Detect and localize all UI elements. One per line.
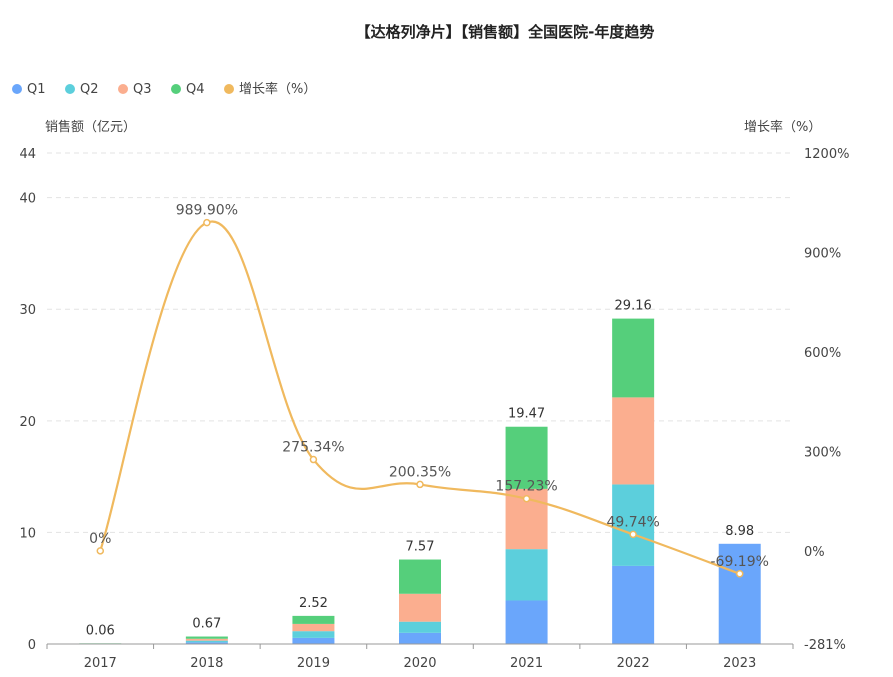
bar-segment-q1-2023 bbox=[718, 543, 761, 644]
bar-segment-q2-2018 bbox=[185, 640, 228, 643]
bar-segment-q3-2020 bbox=[399, 593, 441, 622]
bars bbox=[79, 318, 761, 645]
growth-point bbox=[416, 480, 424, 489]
growth-label: 275.34% bbox=[282, 440, 344, 456]
y-left-tick-label: 30 bbox=[19, 303, 36, 318]
y-right-tick-label: 1200% bbox=[804, 147, 849, 162]
bar-total-label: 29.16 bbox=[615, 299, 652, 314]
bar-total-label: 2.52 bbox=[299, 596, 328, 611]
y-right-tick-label: 600% bbox=[804, 346, 841, 361]
x-tick-label: 2019 bbox=[297, 656, 330, 671]
y-left-tick-label: 10 bbox=[19, 526, 36, 541]
legend-marker-q2 bbox=[65, 84, 75, 94]
legend-label-growth: 增长率（%） bbox=[239, 81, 316, 97]
y-left-tick-label: 0 bbox=[28, 638, 36, 653]
bar-total-label: 8.98 bbox=[725, 524, 754, 539]
chart-title: 【达格列净片】【销售额】全国医院-年度趋势 bbox=[356, 23, 655, 41]
bar-segment-q4-2020 bbox=[399, 559, 441, 594]
y-left-tick-label: 20 bbox=[19, 415, 36, 430]
y-right-tick-label: 900% bbox=[804, 246, 841, 261]
x-tick-label: 2021 bbox=[510, 656, 543, 671]
bar-segment-q3-2022 bbox=[612, 397, 655, 485]
bar-segment-q2-2021 bbox=[505, 549, 548, 601]
bar-segment-q1-2021 bbox=[505, 600, 548, 644]
legend-label-q3: Q3 bbox=[133, 82, 152, 97]
x-tick-label: 2018 bbox=[190, 656, 223, 671]
y-left-tick-label: 40 bbox=[19, 192, 36, 207]
bar-total-labels: 0.06 0.67 2.52 7.57 19.47 29.16 8.98 bbox=[86, 299, 754, 639]
y-left-axis-label: 销售额（亿元） bbox=[45, 119, 136, 135]
legend-item-growth[interactable]: 增长率（%） bbox=[224, 81, 316, 97]
growth-line: 0% 989.90% 275.34% 200.35% 157.23% 49.74% -69.… bbox=[89, 203, 769, 578]
y-right-tick-label: -281% bbox=[804, 638, 846, 653]
growth-label: 200.35% bbox=[389, 464, 451, 480]
growth-label: -69.19% bbox=[710, 554, 768, 570]
legend-marker-q3 bbox=[118, 84, 128, 94]
bar-total-label: 0.06 bbox=[86, 623, 115, 638]
legend-item-q1[interactable]: Q1 bbox=[12, 82, 46, 97]
legend-item-q2[interactable]: Q2 bbox=[65, 82, 99, 97]
bar-segment-q2-2019 bbox=[292, 631, 335, 638]
bar-segment-q3-2018 bbox=[185, 638, 228, 641]
tick-labels: 2017 2018 2019 2020 2021 2022 2023 0 10 20 30 40 44 -… bbox=[19, 147, 849, 671]
x-tick-label: 2023 bbox=[723, 656, 756, 671]
bar-segment-q1-2018 bbox=[185, 642, 228, 644]
bar-segment-q4-2019 bbox=[292, 615, 335, 624]
bar-segment-q1-2022 bbox=[612, 565, 655, 644]
bar-segment-q4-2018 bbox=[185, 636, 228, 639]
y-right-axis-label: 增长率（%） bbox=[744, 119, 821, 135]
bar-segment-q3-2019 bbox=[292, 623, 335, 632]
growth-point bbox=[629, 530, 637, 539]
legend-marker-q1 bbox=[12, 84, 22, 94]
bar-segment-q1-2020 bbox=[399, 632, 441, 644]
legend-item-q4[interactable]: Q4 bbox=[171, 82, 205, 97]
legend-item-q3[interactable]: Q3 bbox=[118, 82, 152, 97]
bar-total-label: 7.57 bbox=[406, 540, 435, 555]
growth-label: 0% bbox=[89, 531, 111, 547]
bar-segment-q1-2019 bbox=[292, 637, 335, 644]
bar-segment-q4-2022 bbox=[612, 318, 655, 398]
growth-point bbox=[203, 218, 211, 227]
x-tick-label: 2022 bbox=[617, 656, 650, 671]
bar-segment-q4-2021 bbox=[505, 426, 548, 489]
legend-label-q1: Q1 bbox=[27, 82, 46, 97]
growth-line-path bbox=[99, 220, 741, 575]
bar-segment-q2-2020 bbox=[399, 621, 441, 633]
growth-point bbox=[96, 547, 105, 555]
growth-label: 49.74% bbox=[606, 514, 659, 530]
x-tick-label: 2020 bbox=[403, 656, 436, 671]
grid bbox=[47, 152, 793, 533]
y-left-tick-label: 44 bbox=[19, 147, 36, 162]
bar-total-label: 19.47 bbox=[508, 407, 545, 422]
legend[interactable]: Q1 Q2 Q3 Q4 增长率（%） bbox=[12, 81, 316, 97]
bar-segment-q2-2022 bbox=[612, 484, 655, 566]
legend-marker-q4 bbox=[171, 84, 181, 94]
growth-label: 989.90% bbox=[176, 203, 238, 219]
y-right-tick-label: 0% bbox=[804, 545, 825, 560]
growth-point bbox=[309, 455, 318, 464]
growth-point bbox=[522, 494, 531, 503]
x-tick-label: 2017 bbox=[84, 656, 117, 671]
growth-point bbox=[735, 570, 744, 578]
growth-label: 157.23% bbox=[495, 479, 557, 495]
legend-label-q2: Q2 bbox=[80, 82, 99, 97]
y-right-tick-label: 300% bbox=[804, 445, 841, 460]
legend-label-q4: Q4 bbox=[186, 82, 205, 97]
bar-total-label: 0.67 bbox=[192, 617, 221, 632]
legend-marker-growth bbox=[224, 84, 234, 94]
axes bbox=[46, 643, 794, 649]
